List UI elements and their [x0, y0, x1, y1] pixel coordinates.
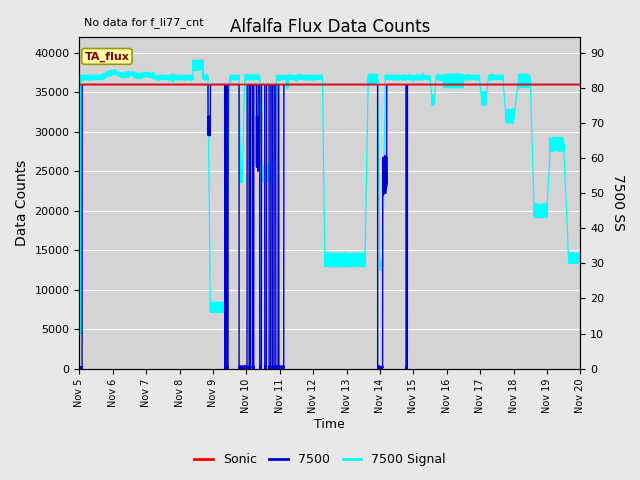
Text: No data for f_li77_cnt: No data for f_li77_cnt [84, 17, 204, 28]
Legend: Sonic, 7500, 7500 Signal: Sonic, 7500, 7500 Signal [189, 448, 451, 471]
Text: TA_flux: TA_flux [84, 51, 129, 61]
Y-axis label: Data Counts: Data Counts [15, 160, 29, 246]
X-axis label: Time: Time [314, 419, 345, 432]
Y-axis label: 7500 SS: 7500 SS [611, 174, 625, 231]
Title: Alfalfa Flux Data Counts: Alfalfa Flux Data Counts [230, 18, 430, 36]
